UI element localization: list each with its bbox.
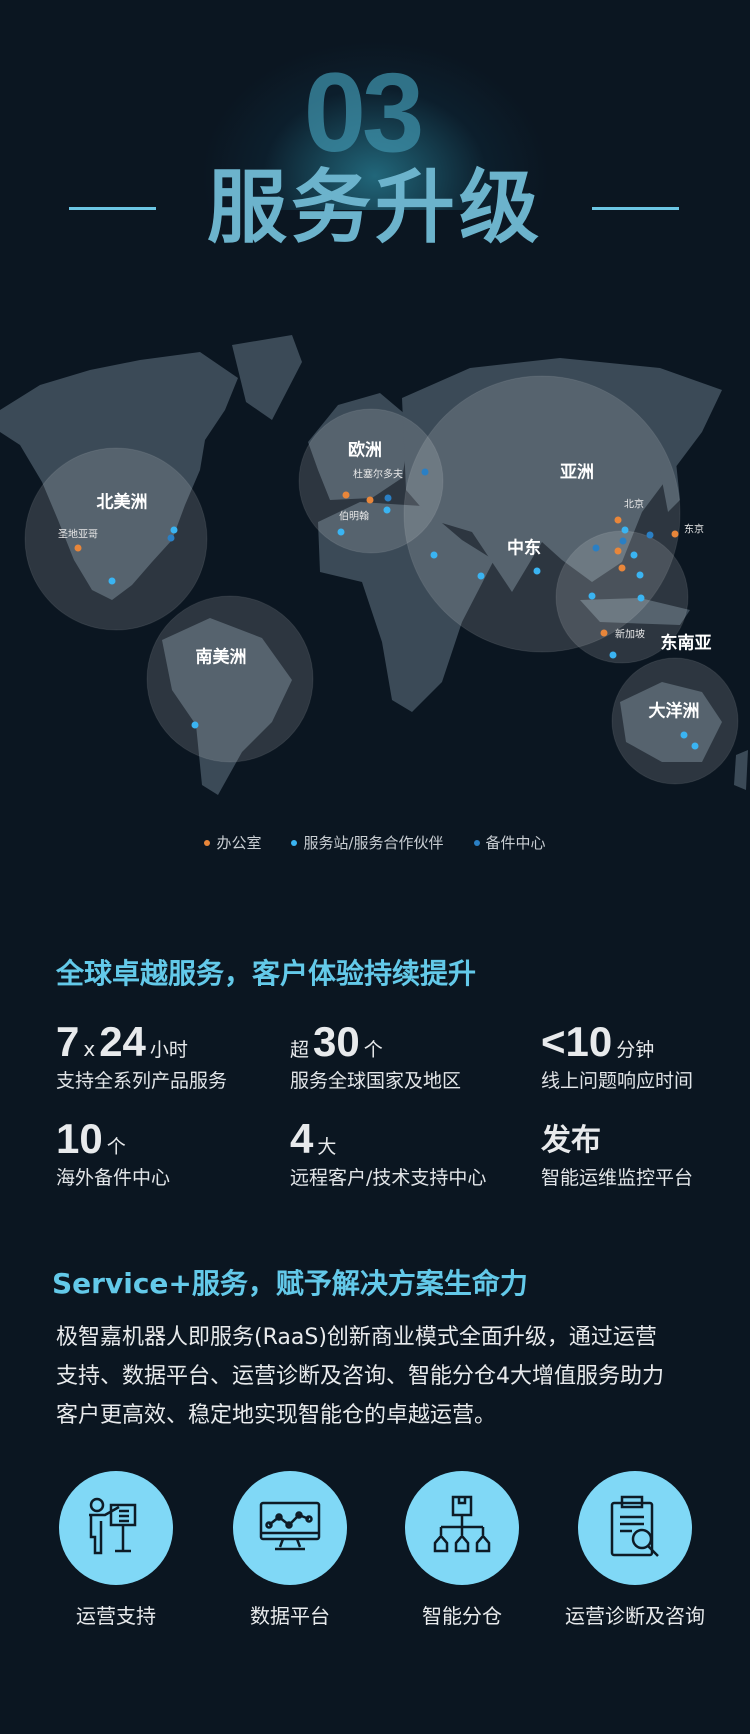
continents xyxy=(0,335,748,795)
warehouse-distribution-icon xyxy=(433,1495,491,1553)
label-santiago: 圣地亚哥 xyxy=(58,529,98,541)
legend-item-spare-parts: 备件中心 xyxy=(473,832,546,853)
location-dots xyxy=(74,468,699,750)
section-number: 03 xyxy=(303,58,425,156)
label-asia: 亚洲 xyxy=(560,462,594,483)
label-south-america: 南美洲 xyxy=(195,647,247,668)
stat-monitor-platform: 发布 智能运维监控平台 xyxy=(541,1123,694,1189)
page-title: 服务升级 xyxy=(207,161,543,254)
service-icon-smart-warehousing xyxy=(405,1471,519,1585)
stats-heading: 全球卓越服务，客户体验持续提升 xyxy=(56,957,477,990)
map-legend: 办公室 服务站/服务合作伙伴 备件中心 xyxy=(0,832,750,853)
region-circle-europe xyxy=(298,408,444,554)
label-dusseldorf: 杜塞尔多夫 xyxy=(353,469,403,481)
land-indonesia xyxy=(580,598,690,625)
region-circle-oceania xyxy=(611,657,739,785)
presenter-board-icon xyxy=(89,1497,137,1555)
land-asia xyxy=(402,358,722,592)
label-oceania: 大洋洲 xyxy=(648,701,700,722)
label-middle-east: 中东 xyxy=(507,538,541,559)
land-south-america xyxy=(162,618,292,795)
stat-countries: 超 30 个 服务全球国家及地区 xyxy=(290,1018,462,1092)
label-birmingham: 伯明翰 xyxy=(339,511,369,523)
service-label: 运营诊断及咨询 xyxy=(565,1604,705,1628)
orange-dot-icon xyxy=(204,839,211,846)
land-japan xyxy=(660,462,680,512)
label-europe: 欧洲 xyxy=(348,440,382,461)
service-label: 智能分仓 xyxy=(422,1604,502,1628)
region-circle-south-america xyxy=(146,595,314,763)
legend-item-office: 办公室 xyxy=(204,832,261,853)
label-beijing: 北京 xyxy=(624,499,644,511)
land-europe xyxy=(308,393,412,500)
service-icon-data-platform xyxy=(233,1471,347,1585)
label-tokyo: 东京 xyxy=(684,524,704,536)
land-africa xyxy=(318,502,494,712)
service-icon-diagnosis-consulting xyxy=(578,1471,692,1585)
land-australia xyxy=(620,682,722,762)
monitor-chart-icon xyxy=(259,1501,321,1551)
dark-blue-dot-icon xyxy=(473,839,480,846)
header-glow xyxy=(200,40,550,210)
clipboard-search-icon xyxy=(610,1495,659,1557)
blue-dot-icon xyxy=(291,839,298,846)
title-divider-right xyxy=(592,207,679,210)
stat-spare-centers: 10 个 海外备件中心 xyxy=(56,1115,171,1189)
land-north-america xyxy=(0,352,238,600)
stat-response-time: <10 分钟 线上问题响应时间 xyxy=(541,1018,694,1092)
world-map: 北美洲 南美洲 欧洲 亚洲 中东 东南亚 大洋洲 圣地亚哥 杜塞尔多夫 伯明翰 … xyxy=(0,330,750,810)
land-new-zealand xyxy=(734,750,748,790)
label-north-america: 北美洲 xyxy=(96,492,148,513)
service-label: 数据平台 xyxy=(250,1604,330,1628)
service-description: 极智嘉机器人即服务(RaaS)创新商业模式全面升级，通过运营 支持、数据平台、运… xyxy=(56,1325,664,1428)
region-circle-asia xyxy=(403,375,681,653)
legend-item-service-station: 服务站/服务合作伙伴 xyxy=(291,832,444,853)
title-divider-left xyxy=(69,207,156,210)
service-label: 运营支持 xyxy=(76,1604,156,1628)
land-greenland xyxy=(232,335,302,420)
region-circle-north-america xyxy=(24,447,208,631)
service-heading: Service+服务，赋予解决方案生命力 xyxy=(52,1267,528,1300)
service-icon-operations-support xyxy=(59,1471,173,1585)
stat-support-hours: 7 x 24 小时 支持全系列产品服务 xyxy=(56,1018,228,1092)
label-southeast-asia: 东南亚 xyxy=(660,633,712,654)
label-singapore: 新加坡 xyxy=(615,629,645,641)
